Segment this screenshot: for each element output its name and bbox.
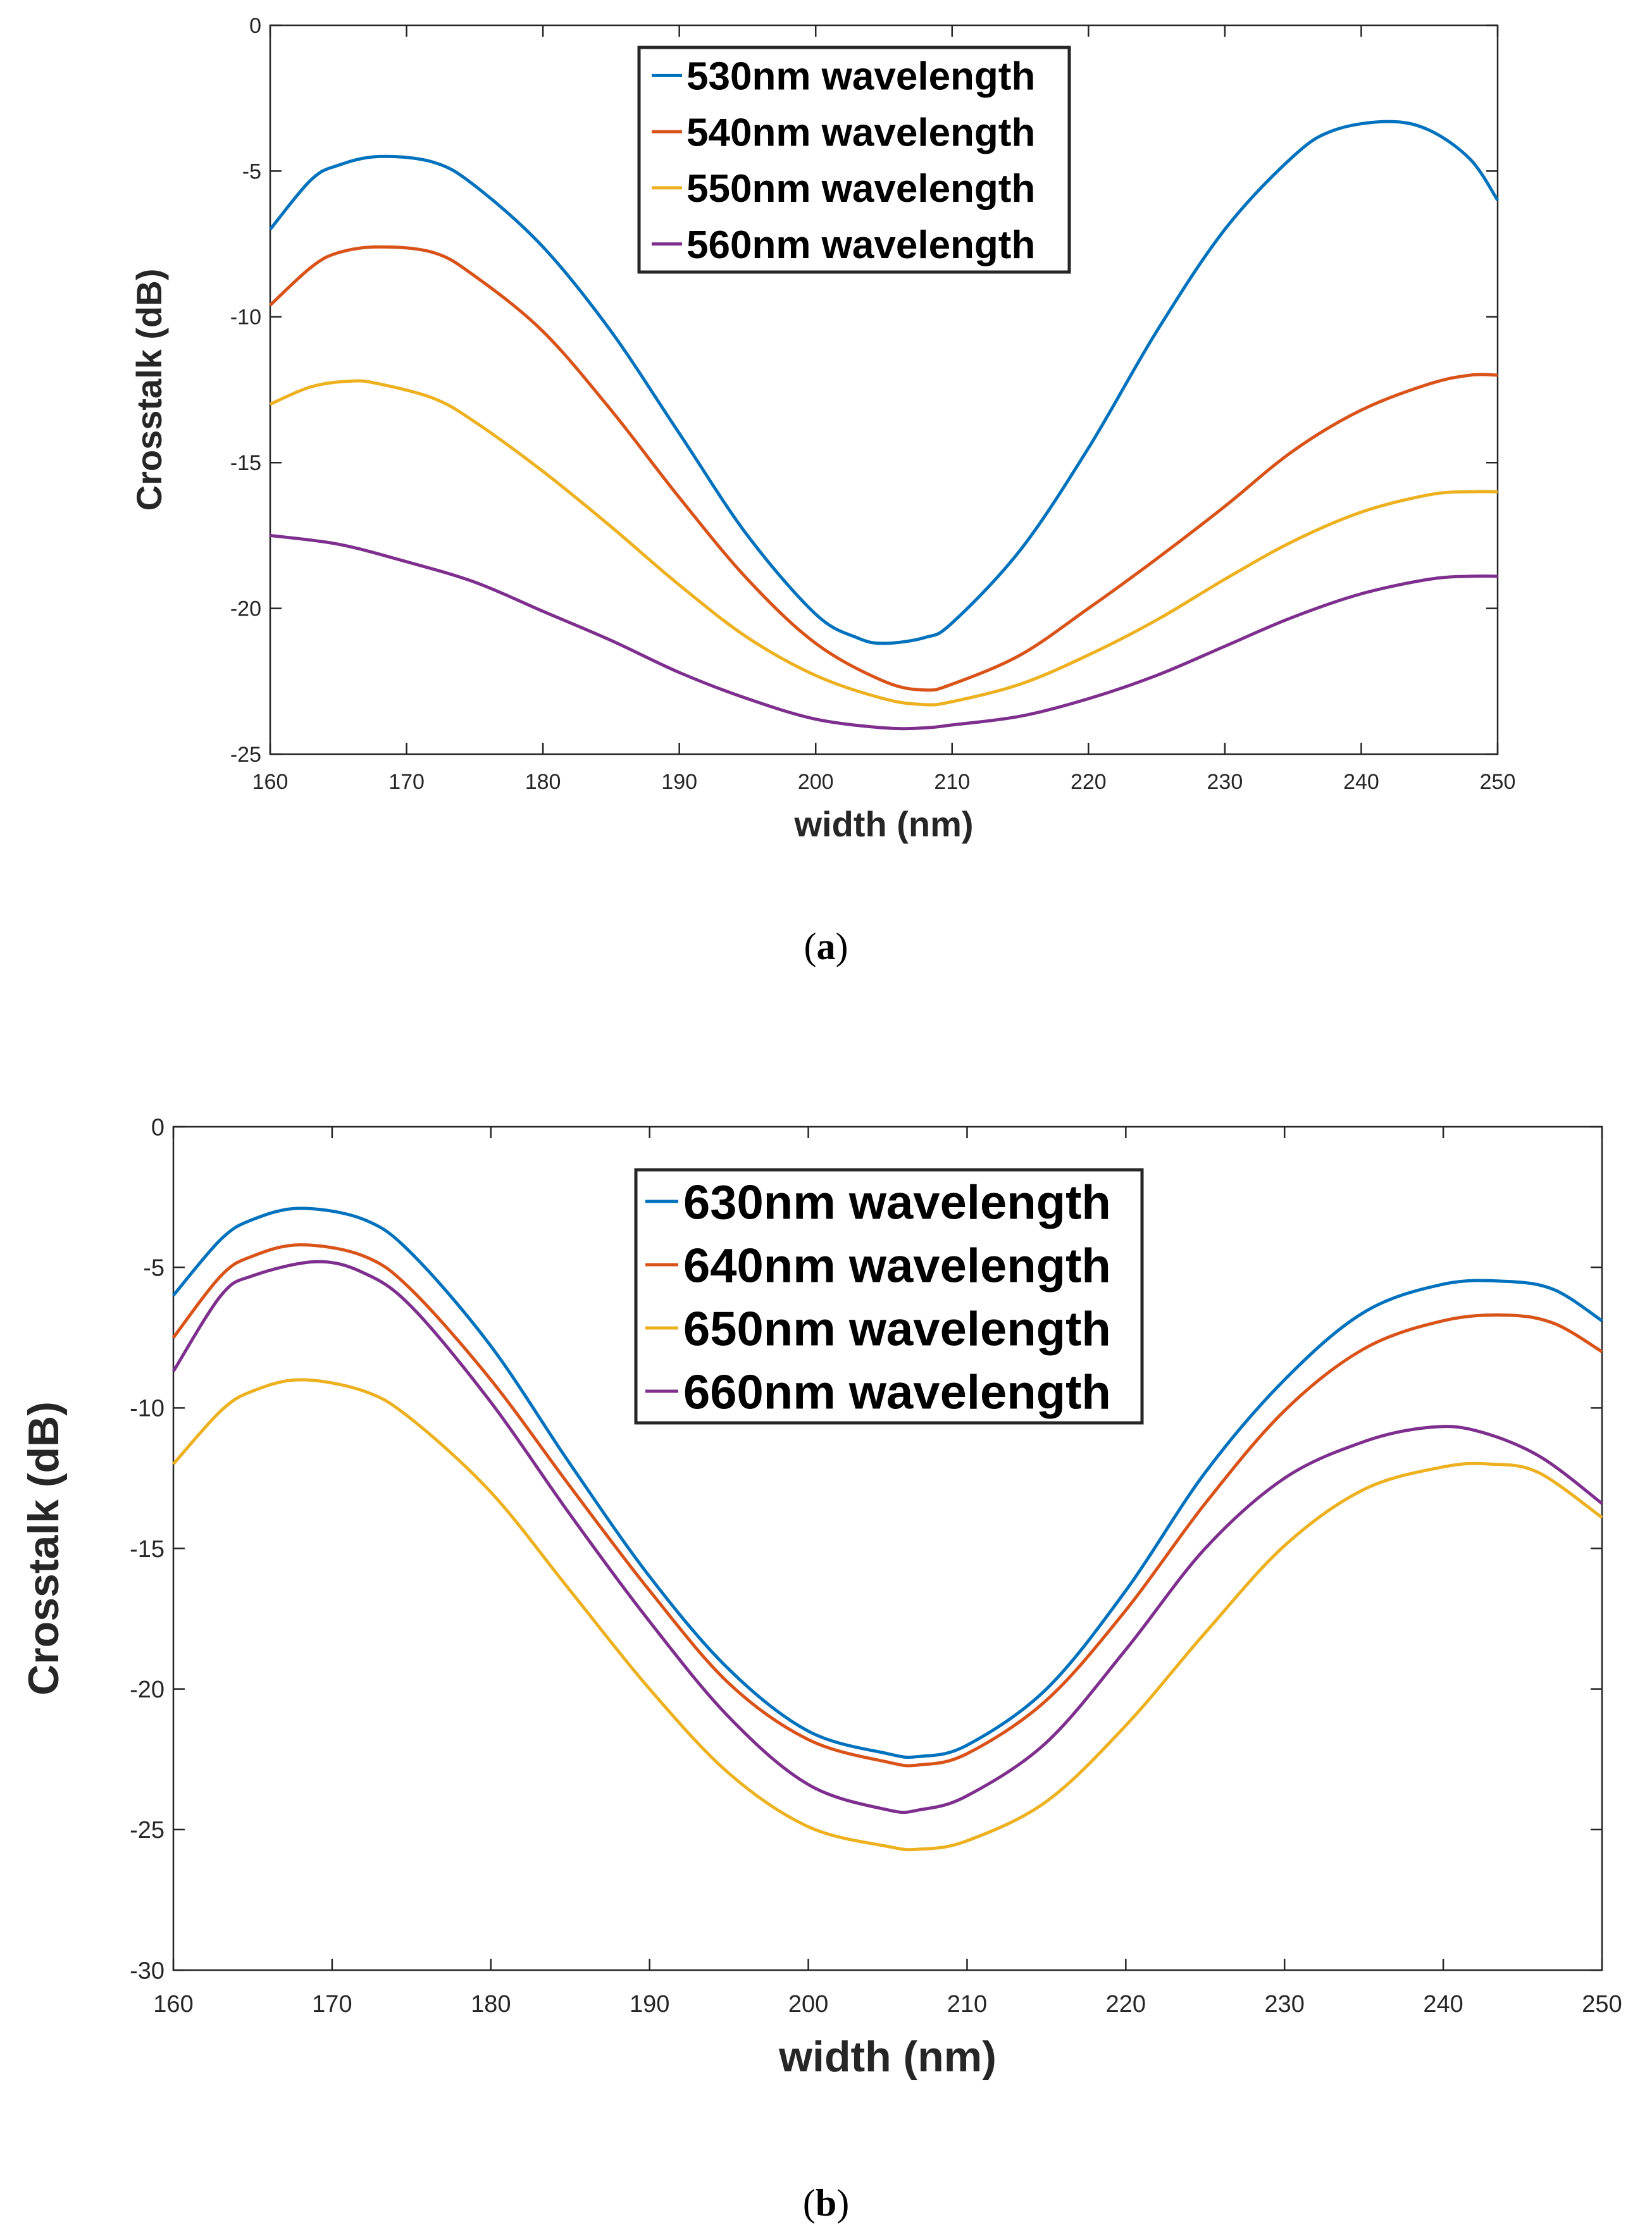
legend-entry: 550nm wavelength [686, 167, 1035, 211]
x-tick-label: 230 [1265, 1991, 1305, 2018]
legend-entry: 650nm wavelength [683, 1302, 1111, 1356]
series-line-2 [269, 245, 1498, 692]
chart-a: 160 170 180 190 200 210 220 230 240 250 0 -5 -10 -15 -… [129, 14, 1515, 844]
x-tick-label: 220 [1071, 770, 1107, 794]
series-line-4 [270, 533, 1498, 731]
legend-entry: 540nm wavelength [686, 111, 1035, 154]
x-tick-label: 190 [661, 770, 697, 794]
legend-entry: 530nm wavelength [686, 55, 1035, 99]
series-line-2 [172, 1243, 1603, 1768]
y-tick-label: -25 [230, 743, 261, 767]
x-tick-label: 160 [153, 1991, 193, 2018]
y-tick-label: -15 [130, 1536, 165, 1563]
legend: 630nm wavelength 640nm wavelength 650nm wa… [634, 1168, 1144, 1425]
legend-box [634, 1168, 1144, 1425]
x-tick-label: 180 [471, 1991, 511, 2018]
legend: 530nm wavelength 540nm wavelength 550nm wa… [637, 46, 1071, 274]
x-tick-label: 230 [1207, 770, 1243, 794]
series-line-3 [270, 379, 1498, 707]
legend-entry: 560nm wavelength [686, 223, 1035, 267]
panel-caption-a: (a) [804, 926, 848, 967]
y-tick-label: -10 [130, 1396, 165, 1422]
x-tick-label: 190 [630, 1991, 669, 2018]
y-axis-label: Crosstalk (dB) [129, 269, 169, 511]
x-tick-label: 170 [388, 770, 425, 794]
legend-entry: 660nm wavelength [683, 1365, 1111, 1419]
panel-caption-b: (b) [802, 2182, 850, 2224]
x-tick-label: 250 [1582, 1991, 1622, 2018]
series-line-1 [269, 120, 1500, 645]
series-line-1 [172, 1206, 1603, 1759]
x-tick-label: 240 [1343, 770, 1379, 794]
legend-entry: 640nm wavelength [683, 1239, 1111, 1293]
x-tick-label: 220 [1106, 1991, 1146, 2018]
y-tick-label: -20 [130, 1677, 165, 1703]
x-tick-label: 250 [1480, 770, 1516, 794]
x-tick-label: 210 [934, 770, 970, 794]
y-tick-label: -5 [143, 1255, 165, 1281]
y-tick-label: 0 [151, 1114, 165, 1141]
y-axis-label: Crosstalk (dB) [20, 1401, 68, 1696]
panel-label-a: a [816, 926, 836, 967]
x-tick-label: 180 [525, 770, 561, 794]
series-line-4 [171, 1260, 1603, 1814]
series-line-3 [172, 1378, 1603, 1852]
x-axis-label: width (nm) [778, 2033, 997, 2081]
y-tick-label: -10 [230, 306, 261, 330]
legend-entry: 630nm wavelength [683, 1175, 1111, 1229]
y-tick-label: 0 [249, 14, 261, 38]
x-tick-label: 200 [788, 1991, 828, 2018]
x-tick-label: 160 [252, 770, 289, 794]
x-tick-label: 240 [1423, 1991, 1463, 2018]
y-tick-label: -5 [242, 159, 261, 183]
chart-b: 160 170 180 190 200 210 220 230 240 250 0 -5 -10 -15 -… [20, 1114, 1622, 2081]
y-tick-label: -25 [130, 1817, 165, 1844]
y-tick-label: -15 [230, 451, 261, 475]
x-tick-label: 210 [947, 1991, 987, 2018]
panel-label-b: b [815, 2182, 837, 2224]
x-tick-label: 200 [798, 770, 834, 794]
y-tick-label: -20 [230, 597, 261, 621]
y-tick-label: -30 [130, 1957, 165, 1984]
x-axis-label: width (nm) [793, 804, 973, 844]
x-tick-label: 170 [312, 1991, 352, 2018]
legend-box [637, 46, 1071, 274]
